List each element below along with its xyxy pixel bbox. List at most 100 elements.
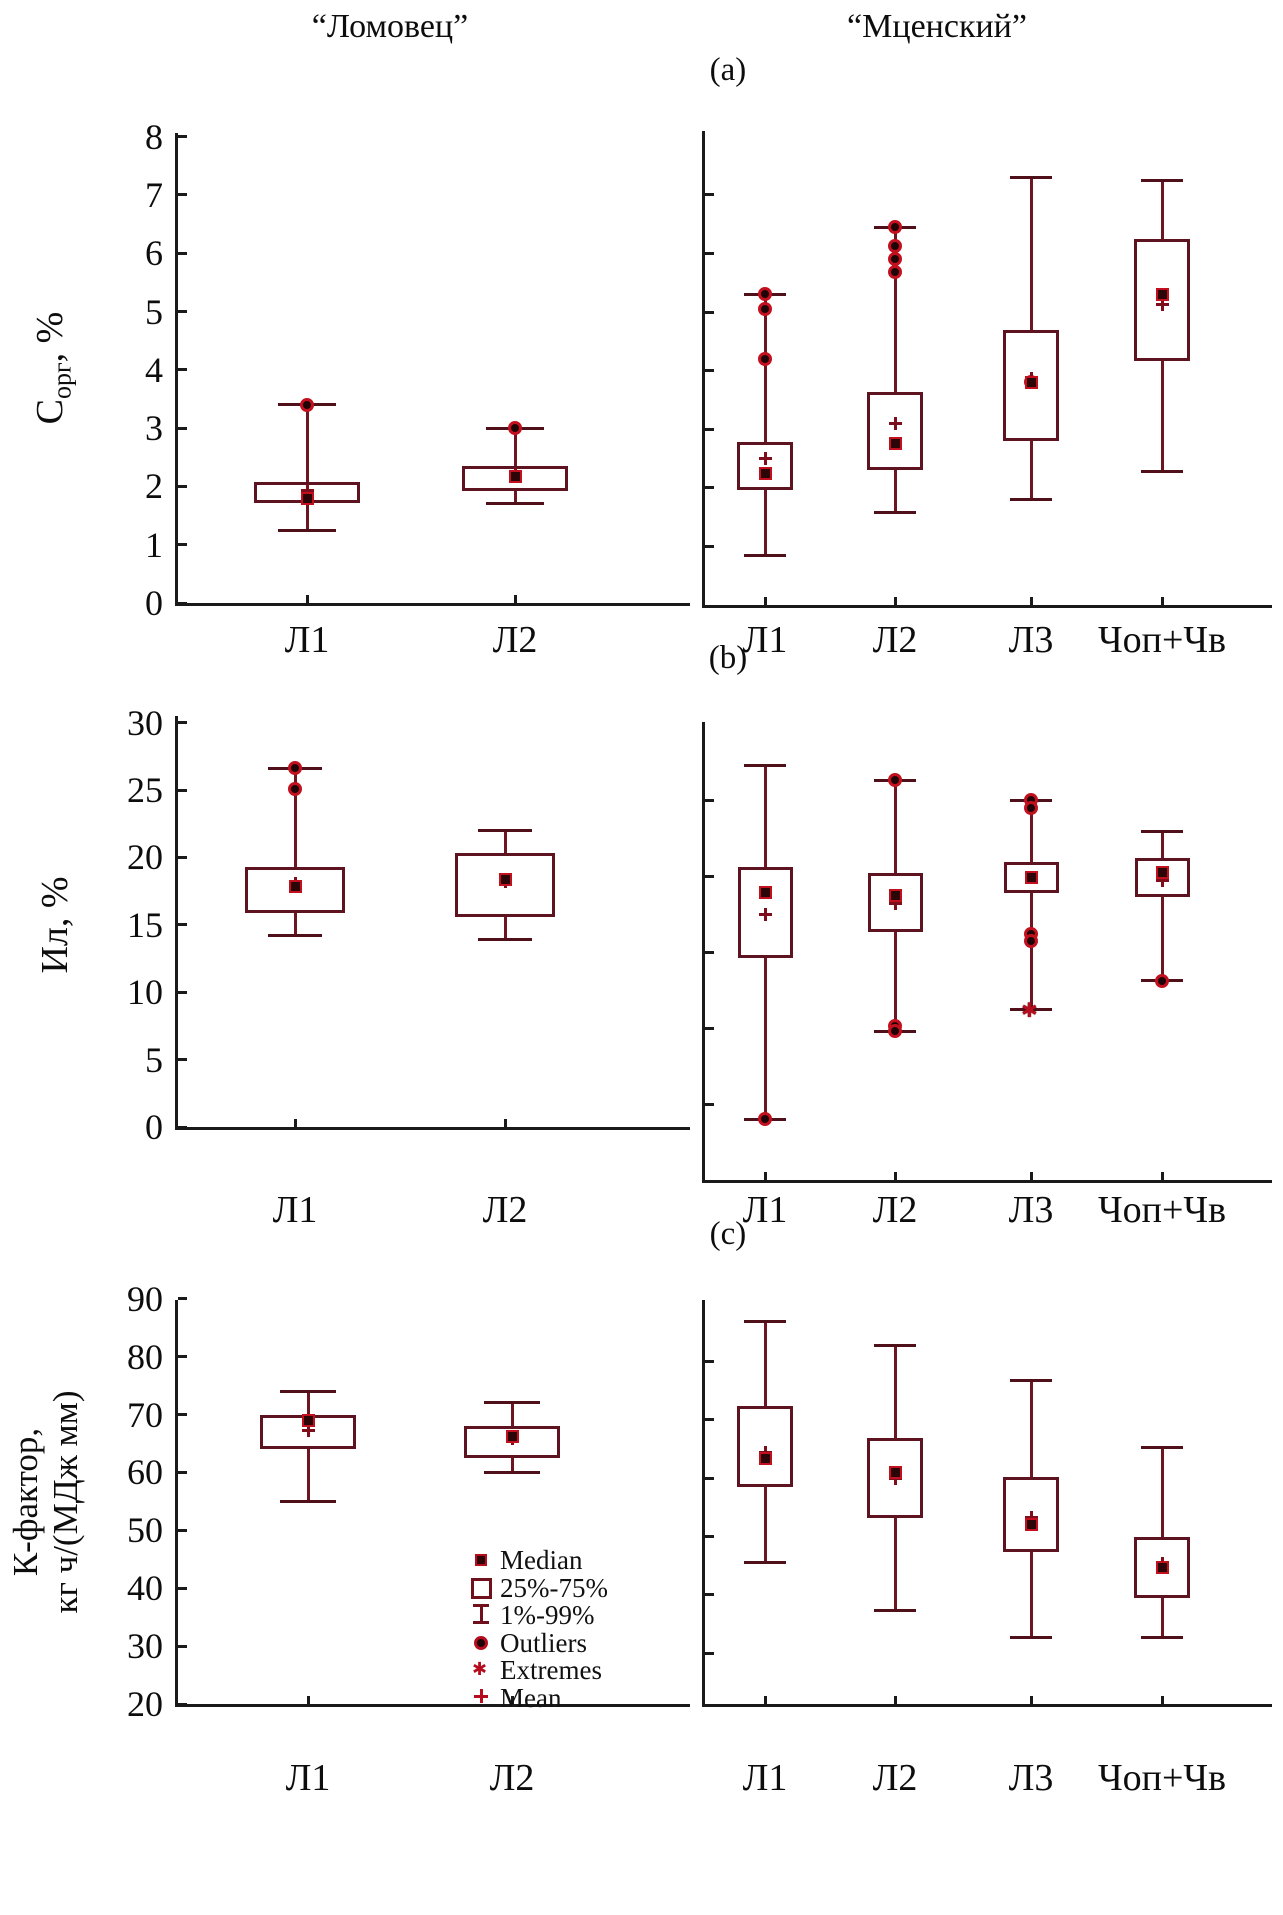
y-tick-mark (178, 310, 187, 313)
whisker-bottom-glyph (473, 1621, 489, 1624)
outlier-dot (888, 1024, 902, 1039)
panel-letter: (c) (709, 1216, 747, 1252)
mean-marker (1029, 1511, 1033, 1525)
mean-marker (306, 1423, 310, 1437)
x-tick-mark (305, 595, 309, 603)
legend-label: Outliers (500, 1627, 587, 1658)
y-tick-mark (178, 788, 187, 792)
y-tick-label: 15 (127, 904, 163, 945)
x-tick-mark (503, 1119, 507, 1127)
whisker-cap-bottom (1010, 1008, 1052, 1012)
outlier-dot (1024, 934, 1038, 949)
iqr-box (737, 442, 793, 491)
x-tick-mark (1160, 1172, 1164, 1180)
y-tick-mark (178, 923, 187, 927)
y-tick-label: 0 (145, 1107, 163, 1147)
outlier-glyph (474, 1635, 488, 1650)
category-label: Л1 (742, 619, 788, 661)
outlier-dot (758, 1112, 772, 1127)
y-tick-mark (178, 484, 187, 488)
median-marker (505, 1430, 519, 1443)
y-tick-mark (178, 368, 187, 372)
y-tick-mark (705, 1418, 714, 1422)
median-marker (888, 889, 902, 903)
y-tick-mark (178, 193, 187, 197)
mean-marker (763, 452, 767, 465)
whisker-line (893, 227, 897, 513)
mean-marker (893, 416, 897, 430)
median-marker (758, 466, 772, 480)
whisker-cap-top (1141, 1446, 1183, 1450)
whisker-cap-bottom (1141, 470, 1183, 474)
y-tick-mark (178, 426, 187, 430)
x-axis-baseline (702, 1704, 1272, 1707)
whisker-cap-bottom (1010, 498, 1052, 502)
y-tick-label: 7 (145, 174, 163, 215)
outlier-dot (508, 421, 522, 436)
iqr-box (1003, 862, 1059, 893)
category-label: Чоп+Чв (1097, 619, 1227, 661)
whisker-cap-bottom (278, 528, 336, 532)
legend-label: 25%-75% (500, 1572, 608, 1603)
y-tick-label: 5 (145, 1039, 163, 1080)
iqr-box (1134, 1536, 1190, 1599)
y-tick-mark (178, 990, 187, 994)
y-tick-label: 20 (127, 1684, 163, 1724)
x-tick-mark (293, 1119, 297, 1127)
whisker-cap-bottom (1141, 1636, 1183, 1640)
y-tick-label: 70 (127, 1394, 163, 1435)
mean-v-glyph (479, 1689, 483, 1703)
outlier-dot (888, 265, 902, 280)
category-label: Л2 (489, 1757, 535, 1799)
outlier-dot (1024, 800, 1038, 815)
mean-marker (305, 483, 309, 497)
iqr-box-glyph (471, 1577, 492, 1599)
x-axis-baseline (702, 605, 1272, 608)
median-marker (498, 873, 512, 887)
y-axis-spine (702, 131, 705, 608)
legend-label: Median (500, 1545, 583, 1575)
y-tick-mark (178, 1413, 187, 1416)
whisker-cap-top (484, 1401, 540, 1405)
median-marker (758, 1452, 772, 1466)
whisker-cap-bottom (268, 934, 322, 938)
whisker-cap-top (1141, 178, 1183, 182)
median-marker (288, 879, 302, 893)
median-marker (888, 436, 902, 450)
x-tick-mark (1029, 597, 1033, 605)
y-tick-mark (705, 486, 714, 490)
category-label: Л2 (872, 1189, 918, 1231)
x-tick-mark (763, 597, 767, 605)
y-tick-mark (705, 1651, 714, 1655)
category-label: Чоп+Чв (1097, 1189, 1227, 1231)
whisker-line (305, 404, 309, 531)
y-tick-label: 1 (145, 524, 163, 565)
y-tick-mark (705, 950, 714, 954)
y-tick-mark (705, 427, 714, 431)
y-tick-mark (705, 798, 714, 802)
x-tick-mark (513, 595, 517, 603)
panel-letter: (b) (708, 640, 748, 676)
x-tick-mark (1160, 1696, 1164, 1704)
whisker-cap-top (1010, 1378, 1052, 1382)
whisker-cap-bottom (1010, 1636, 1052, 1640)
whisker-cap-top (1010, 175, 1052, 179)
y-tick-label: 80 (127, 1336, 163, 1377)
y-axis-spine (702, 722, 705, 1183)
y-tick-label: 3 (145, 408, 163, 449)
y-tick-label: 60 (127, 1452, 163, 1493)
whisker-cap-bottom (280, 1499, 336, 1503)
y-tick-mark (705, 310, 714, 314)
y-tick-mark (178, 1644, 187, 1648)
site-title-lomovets: “Ломовец” (311, 8, 469, 45)
outlier-dot (758, 287, 772, 302)
whisker-cap-bottom (478, 938, 532, 942)
median-marker (300, 492, 314, 506)
category-label: Л2 (872, 619, 918, 661)
outlier-dot (888, 773, 902, 788)
y-tick-label: 0 (145, 583, 163, 623)
site-title-mtsensky: “Мценский” (847, 8, 1027, 45)
outlier-dot (288, 761, 302, 776)
y-tick-label: 40 (127, 1568, 163, 1609)
y-tick-label: 6 (145, 233, 163, 274)
